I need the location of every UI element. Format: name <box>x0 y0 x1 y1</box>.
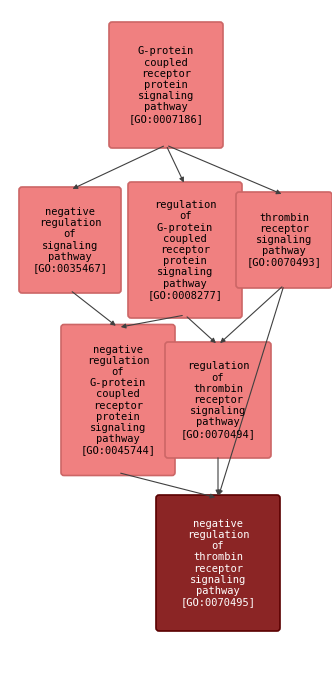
Text: thrombin
receptor
signaling
pathway
[GO:0070493]: thrombin receptor signaling pathway [GO:… <box>246 212 321 268</box>
FancyBboxPatch shape <box>165 342 271 458</box>
FancyBboxPatch shape <box>109 22 223 148</box>
Text: negative
regulation
of
G-protein
coupled
receptor
protein
signaling
pathway
[GO:: negative regulation of G-protein coupled… <box>80 345 155 456</box>
FancyBboxPatch shape <box>61 324 175 475</box>
FancyBboxPatch shape <box>236 192 332 288</box>
Text: regulation
of
thrombin
receptor
signaling
pathway
[GO:0070494]: regulation of thrombin receptor signalin… <box>181 362 256 439</box>
FancyBboxPatch shape <box>128 182 242 318</box>
Text: negative
regulation
of
thrombin
receptor
signaling
pathway
[GO:0070495]: negative regulation of thrombin receptor… <box>181 518 256 607</box>
Text: negative
regulation
of
signaling
pathway
[GO:0035467]: negative regulation of signaling pathway… <box>33 207 108 273</box>
Text: G-protein
coupled
receptor
protein
signaling
pathway
[GO:0007186]: G-protein coupled receptor protein signa… <box>128 47 204 124</box>
Text: regulation
of
G-protein
coupled
receptor
protein
signaling
pathway
[GO:0008277]: regulation of G-protein coupled receptor… <box>147 200 222 299</box>
FancyBboxPatch shape <box>19 187 121 293</box>
FancyBboxPatch shape <box>156 495 280 631</box>
